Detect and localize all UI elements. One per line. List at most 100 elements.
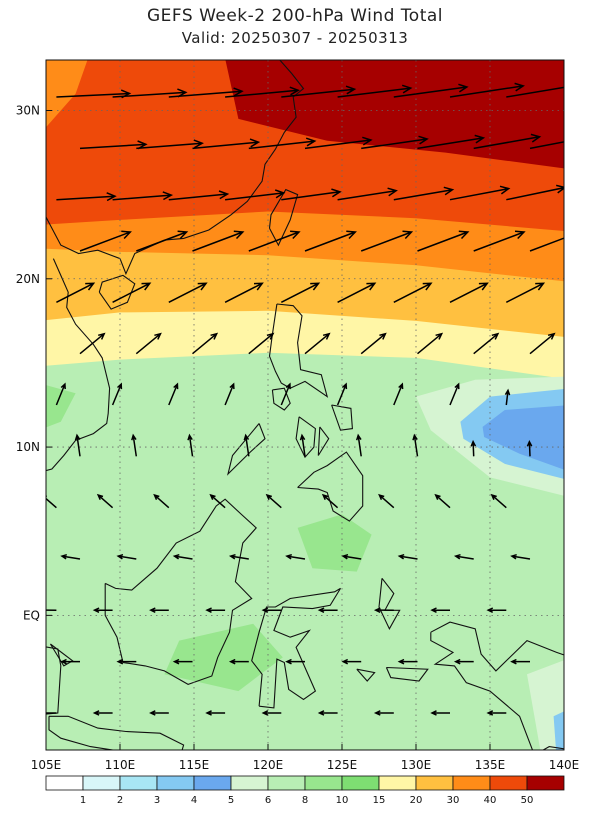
wind-arrow: [168, 382, 179, 406]
wind-arrow: [153, 493, 170, 509]
wind-arrow: [60, 553, 81, 560]
coast-sulawesi: [251, 587, 341, 709]
colorbar-swatch: [82, 775, 121, 791]
wind-arrow: [417, 134, 486, 150]
colorbar-label: 8: [302, 795, 308, 806]
colorbar: 1 2 3 4 5 6 8 10 15 20 30 40 50: [45, 775, 565, 806]
wind-arrow: [529, 237, 564, 252]
lon-tick-label: 140E: [549, 758, 580, 772]
wind-arrow: [453, 553, 474, 560]
wind-arrow: [92, 710, 113, 716]
wind-arrow: [56, 192, 117, 202]
wind-arrow: [361, 135, 429, 150]
wind-arrow: [112, 88, 188, 98]
latitude-axis: 30N 20N 10N EQ: [16, 103, 52, 622]
wind-arrow: [46, 712, 57, 714]
wind-arrow: [265, 493, 282, 509]
wind-arrow: [393, 382, 404, 406]
colorbar-label: 15: [373, 795, 386, 806]
wind-arrow: [417, 332, 444, 355]
colorbar-swatch: [415, 775, 454, 791]
coast-cebu: [317, 426, 330, 456]
wind-arrow: [378, 493, 395, 509]
lat-tick-label: 30N: [16, 103, 40, 117]
wind-arrow: [510, 553, 531, 560]
wind-arrow: [224, 382, 235, 406]
wind-arrow: [228, 658, 249, 665]
colorbar-label: 4: [191, 795, 197, 806]
wind-arrow: [111, 382, 123, 406]
coast-hainan: [98, 274, 136, 310]
wind-arrow: [529, 332, 556, 355]
wind-arrow: [136, 139, 204, 150]
wind-arrow: [261, 710, 282, 716]
wind-arrow: [280, 282, 321, 303]
wind-arrow: [317, 710, 338, 716]
wind-arrow: [248, 230, 301, 252]
wind-arrow: [149, 607, 169, 613]
wind-arrow: [473, 332, 500, 355]
wind-arrow: [46, 609, 57, 612]
wind-arrow: [397, 658, 418, 665]
wind-arrow: [490, 493, 507, 509]
plot-frame: [45, 59, 565, 751]
colorbar-label: 2: [117, 795, 123, 806]
shade-light-south: [164, 623, 283, 692]
colorbar-label: 40: [484, 795, 497, 806]
wind-arrow: [172, 553, 193, 560]
wind-arrow: [261, 607, 282, 613]
wind-arrow: [393, 186, 455, 201]
wind-arrow: [248, 332, 275, 355]
coast-halmahera: [378, 577, 401, 630]
wind-arrow: [434, 493, 451, 509]
wind-arrow: [79, 140, 148, 150]
wind-arrow: [430, 607, 451, 613]
wind-arrow: [304, 332, 331, 355]
wind-arrow: [360, 332, 387, 355]
wind-arrow: [112, 282, 152, 303]
wind-arrow: [373, 710, 394, 716]
lon-tick-label: 120E: [253, 758, 284, 772]
colorbar-label: 20: [410, 795, 423, 806]
wind-arrow: [92, 607, 113, 613]
wind-arrow: [192, 230, 245, 252]
colorbar-swatch: [119, 775, 158, 791]
wind-arrow: [506, 86, 564, 98]
wind-arrow: [281, 188, 342, 201]
coast-buru: [356, 668, 376, 682]
colorbar-swatch: [193, 775, 232, 791]
wind-arrow: [46, 495, 57, 509]
wind-arrow: [225, 189, 286, 201]
coast-asia-mainland: [46, 60, 305, 276]
wind-arrow: [417, 230, 470, 252]
wind-arrow: [228, 553, 249, 560]
colorbar-swatch: [267, 775, 306, 791]
wind-vectors: [46, 82, 564, 716]
coast-palawan: [227, 423, 266, 476]
wind-arrow: [337, 282, 377, 303]
colorbar-swatch: [156, 775, 195, 791]
colorbar-label: 50: [521, 795, 534, 806]
colorbar-swatch: [45, 775, 84, 791]
colorbar-swatch: [304, 775, 343, 791]
wind-arrow: [136, 230, 189, 252]
wind-arrow: [243, 433, 250, 457]
wind-arrow: [112, 191, 174, 201]
wind-arrow: [192, 138, 261, 150]
colorbar-label: 10: [336, 795, 349, 806]
wind-arrow: [79, 332, 106, 355]
wind-arrow: [453, 658, 474, 665]
wind-arrow: [205, 607, 226, 613]
wind-arrow: [280, 382, 291, 406]
wind-arrow: [55, 382, 66, 406]
coast-borneo: [104, 498, 257, 686]
wind-arrow: [449, 82, 525, 98]
lat-tick-label: 10N: [16, 440, 40, 454]
lat-tick-label: EQ: [23, 608, 40, 622]
colorbar-swatch: [526, 775, 565, 791]
wind-arrow: [486, 710, 507, 716]
map-subtitle: Valid: 20250307 - 20250313: [181, 29, 409, 47]
shade-low-speed-south: [553, 711, 564, 750]
coast-mindanao: [297, 451, 364, 522]
lon-tick-label: 135E: [475, 758, 506, 772]
